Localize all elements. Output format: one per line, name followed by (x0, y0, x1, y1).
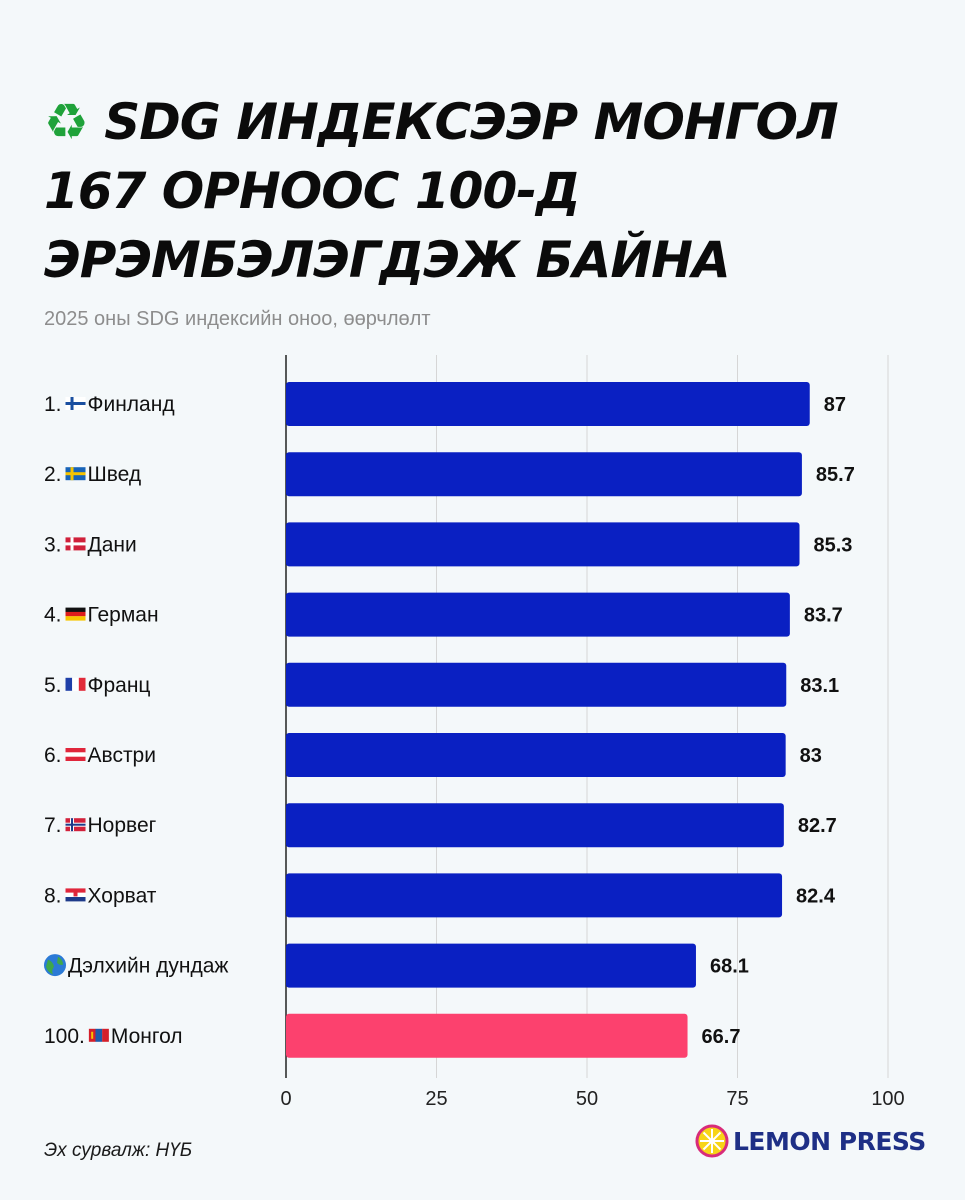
mongolia-flag-icon (88, 1028, 109, 1042)
x-tick-label-75: 75 (726, 1088, 748, 1110)
category-label-0: Финланд (88, 393, 175, 416)
finland-flag-icon (65, 397, 86, 410)
value-label-3: 83.7 (804, 605, 843, 627)
category-label-4: Франц (88, 674, 151, 697)
recycle-icon: ♻ (44, 93, 89, 151)
croatia-flag-icon (65, 888, 86, 902)
bar-0 (286, 382, 810, 426)
value-label-0: 87 (824, 394, 846, 416)
category-rank-7: 8. (44, 884, 62, 907)
value-label-7: 82.4 (796, 885, 836, 907)
title-line-1-text: SDG ИНДЕКСЭЭР МОНГОЛ (104, 93, 838, 151)
france-flag-icon (65, 677, 86, 691)
category-label-6: Норвег (88, 814, 157, 837)
value-label-4: 83.1 (800, 675, 839, 697)
value-label-1: 85.7 (816, 464, 855, 486)
value-label-2: 85.3 (814, 534, 853, 556)
category-rank-6: 7. (44, 814, 62, 837)
category-rank-2: 3. (44, 533, 62, 556)
title-line-1: ♻ SDG ИНДЕКСЭЭР МОНГОЛ (44, 88, 944, 157)
sweden-flag-icon (65, 467, 86, 481)
x-tick-label-100: 100 (871, 1088, 904, 1110)
bar-6 (286, 803, 784, 848)
bar-7 (286, 873, 783, 918)
bar-3 (286, 592, 790, 637)
germany-flag-icon (65, 607, 86, 621)
norway-flag-icon (65, 818, 86, 832)
value-label-8: 68.1 (710, 956, 749, 978)
category-rank-4: 5. (44, 674, 62, 697)
page-title: ♻ SDG ИНДЕКСЭЭР МОНГОЛ 167 ОРНООС 100-Д … (44, 88, 944, 295)
bar-4 (286, 662, 787, 707)
category-rank-1: 2. (44, 463, 62, 486)
category-label-9: Монгол (111, 1025, 183, 1048)
title-line-2: 167 ОРНООС 100-Д (44, 162, 581, 220)
bar-5 (286, 733, 786, 777)
x-tick-label-25: 25 (425, 1088, 447, 1110)
x-tick-label-0: 0 (280, 1088, 291, 1110)
globe-icon (44, 954, 66, 977)
bar-1 (286, 452, 802, 497)
category-rank-5: 6. (44, 744, 62, 767)
bar-2 (286, 522, 800, 567)
austria-flag-icon (65, 748, 86, 761)
lemon-icon (695, 1124, 729, 1158)
bar-8 (286, 943, 696, 988)
sdg-bar-chart: 0 25 50 75 100 87 1. Финланд 85.7 2. Швед 85.3 3. Дан… (44, 355, 905, 1110)
value-label-5: 83 (800, 745, 822, 767)
category-label-8: Дэлхийн дундаж (68, 955, 228, 978)
brand-name: LEMON PRESS (733, 1126, 926, 1156)
category-label-1: Швед (88, 463, 142, 486)
value-label-9: 66.7 (702, 1026, 741, 1048)
denmark-flag-icon (65, 537, 86, 551)
category-rank-3: 4. (44, 604, 62, 627)
x-tick-label-50: 50 (576, 1088, 598, 1110)
category-label-7: Хорват (88, 884, 157, 907)
category-label-3: Герман (88, 604, 159, 627)
title-line-3: ЭРЭМБЭЛЭГДЭЖ БАЙНА (44, 231, 731, 289)
category-label-5: Австри (88, 744, 156, 767)
brand-logo: LEMON PRESS (695, 1124, 926, 1158)
category-rank-9: 100. (44, 1025, 85, 1048)
bar-9 (286, 1013, 688, 1058)
category-label-2: Дани (88, 533, 137, 556)
value-label-6: 82.7 (798, 815, 837, 837)
chart-subtitle: 2025 оны SDG индексийн оноо, өөрчлөлт (44, 308, 431, 330)
category-rank-0: 1. (44, 393, 62, 416)
source-note: Эх сурвалж: НҮБ (44, 1140, 193, 1161)
